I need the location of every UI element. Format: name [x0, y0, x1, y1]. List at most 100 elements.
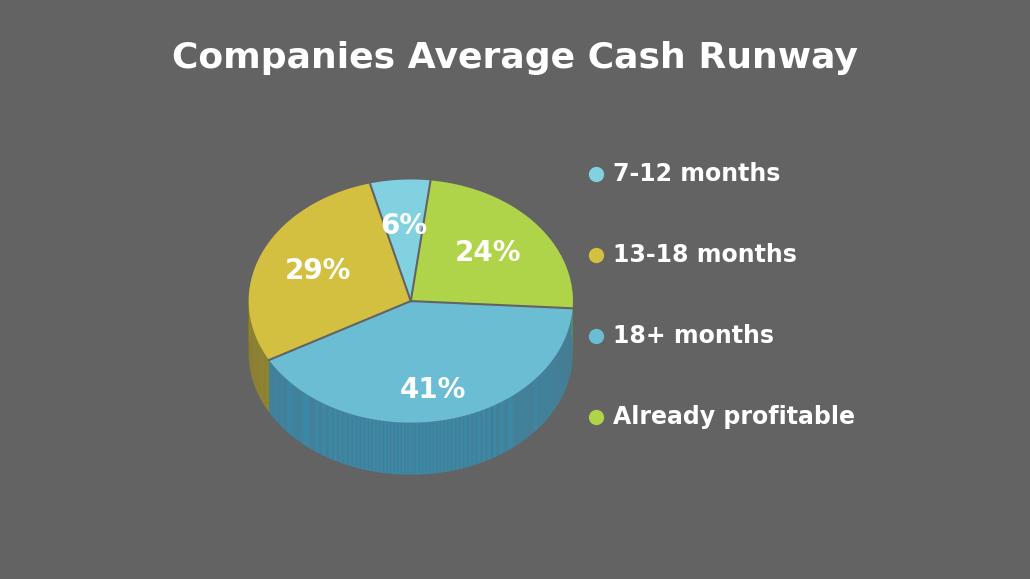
Polygon shape — [399, 422, 401, 475]
Polygon shape — [349, 413, 350, 466]
Polygon shape — [351, 414, 352, 467]
Polygon shape — [421, 422, 422, 475]
Text: Already profitable: Already profitable — [614, 405, 856, 429]
Polygon shape — [473, 413, 474, 466]
Polygon shape — [322, 403, 324, 456]
Text: Companies Average Cash Runway: Companies Average Cash Runway — [172, 41, 858, 75]
Polygon shape — [446, 420, 447, 472]
Polygon shape — [394, 422, 397, 474]
Polygon shape — [341, 411, 342, 463]
Polygon shape — [379, 420, 381, 472]
Polygon shape — [519, 390, 520, 444]
Polygon shape — [312, 398, 314, 450]
Polygon shape — [303, 392, 304, 445]
Polygon shape — [442, 420, 443, 472]
Polygon shape — [458, 417, 459, 470]
Polygon shape — [324, 404, 325, 456]
Polygon shape — [366, 418, 368, 470]
Polygon shape — [514, 394, 515, 447]
Polygon shape — [435, 421, 437, 474]
Polygon shape — [489, 407, 490, 460]
Text: 6%: 6% — [380, 212, 427, 240]
Polygon shape — [374, 420, 375, 472]
Polygon shape — [304, 393, 305, 445]
Polygon shape — [439, 420, 441, 473]
Polygon shape — [401, 423, 402, 475]
Polygon shape — [425, 422, 426, 474]
Polygon shape — [518, 391, 519, 444]
Polygon shape — [391, 422, 393, 474]
Polygon shape — [512, 395, 513, 448]
Polygon shape — [517, 392, 518, 445]
Polygon shape — [305, 393, 306, 446]
Polygon shape — [414, 423, 415, 475]
Polygon shape — [340, 411, 341, 463]
Polygon shape — [390, 422, 391, 474]
Polygon shape — [460, 416, 462, 469]
Polygon shape — [269, 301, 573, 423]
Polygon shape — [433, 422, 434, 474]
Polygon shape — [509, 397, 510, 450]
Polygon shape — [310, 397, 311, 449]
Polygon shape — [328, 405, 329, 458]
Polygon shape — [500, 402, 501, 455]
Polygon shape — [422, 422, 424, 474]
Polygon shape — [371, 419, 373, 471]
Polygon shape — [386, 422, 387, 474]
Polygon shape — [504, 400, 505, 453]
Text: 41%: 41% — [400, 376, 467, 404]
Polygon shape — [428, 422, 430, 474]
Polygon shape — [485, 409, 486, 461]
Polygon shape — [338, 409, 339, 462]
Polygon shape — [336, 409, 338, 461]
Polygon shape — [370, 179, 431, 301]
Polygon shape — [389, 422, 390, 474]
Polygon shape — [496, 404, 497, 456]
Polygon shape — [410, 423, 411, 475]
Polygon shape — [492, 405, 493, 458]
Polygon shape — [375, 420, 377, 472]
Polygon shape — [505, 400, 506, 452]
Polygon shape — [484, 409, 485, 461]
Polygon shape — [308, 395, 309, 448]
Polygon shape — [302, 391, 303, 444]
Polygon shape — [321, 402, 322, 455]
Polygon shape — [314, 398, 315, 451]
Polygon shape — [415, 423, 417, 475]
Polygon shape — [329, 406, 330, 459]
Polygon shape — [352, 415, 354, 467]
Polygon shape — [398, 422, 399, 474]
Polygon shape — [479, 411, 480, 463]
Polygon shape — [431, 422, 433, 474]
Polygon shape — [397, 422, 398, 474]
Polygon shape — [450, 419, 451, 471]
Polygon shape — [513, 395, 514, 448]
Polygon shape — [409, 423, 410, 475]
Text: 29%: 29% — [285, 258, 351, 285]
Text: 13-18 months: 13-18 months — [614, 243, 797, 267]
Polygon shape — [369, 419, 370, 471]
Polygon shape — [317, 400, 318, 453]
Polygon shape — [467, 415, 468, 467]
Polygon shape — [345, 412, 346, 465]
Polygon shape — [451, 419, 453, 471]
Polygon shape — [470, 414, 472, 466]
Polygon shape — [455, 417, 457, 470]
Polygon shape — [413, 423, 414, 475]
Polygon shape — [342, 411, 344, 464]
Polygon shape — [501, 402, 502, 455]
Polygon shape — [515, 393, 516, 446]
Polygon shape — [497, 404, 499, 456]
Polygon shape — [411, 181, 573, 308]
Polygon shape — [411, 423, 413, 475]
Polygon shape — [430, 422, 431, 474]
Polygon shape — [378, 420, 379, 472]
Polygon shape — [449, 419, 450, 471]
Polygon shape — [362, 417, 364, 470]
Polygon shape — [344, 412, 345, 464]
Polygon shape — [488, 408, 489, 460]
Polygon shape — [333, 408, 334, 460]
Polygon shape — [441, 420, 442, 472]
Polygon shape — [347, 413, 349, 466]
Polygon shape — [316, 400, 317, 452]
